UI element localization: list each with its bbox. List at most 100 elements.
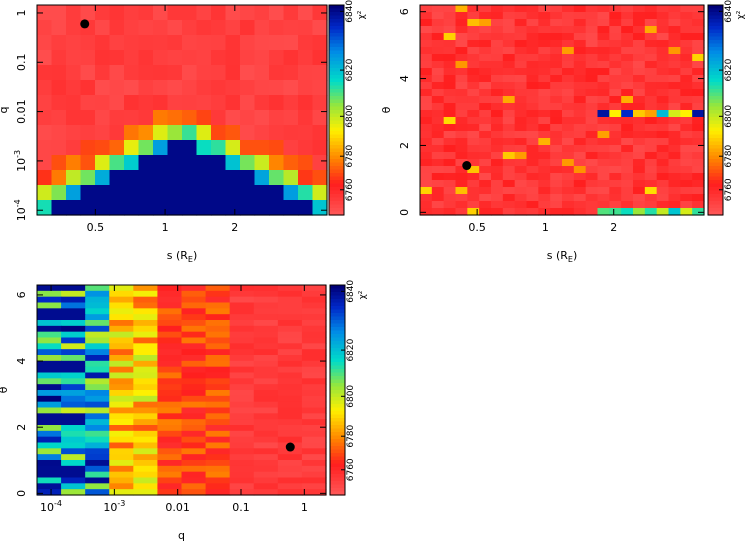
heatmap-cell	[431, 54, 445, 62]
heatmap-cell	[420, 54, 433, 62]
colorbar-segment	[330, 386, 345, 391]
heatmap-cell	[526, 19, 539, 27]
heatmap-cell	[431, 117, 445, 125]
heatmap-cell	[253, 454, 279, 461]
heatmap-cell	[312, 140, 328, 156]
heatmap-cell	[644, 138, 658, 146]
heatmap-cell	[301, 448, 327, 455]
heatmap-cell	[138, 140, 154, 156]
colorbar-segment	[330, 320, 345, 325]
colorbar-segment	[708, 75, 723, 80]
heatmap-cell	[269, 80, 285, 96]
colorbar-tick-label: 6800	[724, 105, 734, 128]
colorbar-segment	[329, 64, 344, 69]
heatmap-cell	[633, 138, 646, 146]
heatmap-cell	[157, 401, 183, 409]
heatmap-cell	[283, 110, 299, 126]
heatmap-cell	[225, 20, 241, 36]
heatmap-cell	[585, 75, 599, 83]
heatmap-cell	[205, 413, 231, 420]
heatmap-cell	[550, 96, 563, 104]
heatmap-cell	[550, 33, 563, 41]
heatmap-cell	[609, 40, 622, 48]
heatmap-cell	[253, 320, 279, 327]
heatmap-cell	[420, 138, 433, 146]
heatmap-cell	[283, 170, 299, 186]
colorbar-segment	[330, 302, 345, 307]
heatmap-cell	[157, 355, 183, 362]
heatmap-cell	[80, 110, 96, 126]
colorbar-segment	[330, 481, 345, 486]
heatmap-cell	[277, 285, 303, 292]
heatmap-cell	[253, 436, 279, 444]
heatmap-cell	[225, 140, 241, 156]
heatmap-cell	[301, 296, 327, 304]
heatmap-cell	[80, 35, 96, 51]
colorbar-segment	[330, 327, 345, 332]
heatmap-cell	[443, 145, 457, 153]
heatmap-cell	[240, 95, 256, 111]
heatmap-cell	[467, 75, 480, 83]
heatmap-cell	[538, 89, 551, 97]
heatmap-cells	[37, 5, 328, 216]
heatmap-cell	[502, 110, 516, 118]
heatmap-cell	[133, 425, 159, 432]
heatmap-cell	[61, 448, 86, 455]
heatmap-cell	[621, 75, 634, 83]
heatmap-cell	[37, 460, 62, 467]
colorbar-segment	[708, 50, 723, 55]
colorbar-segment	[329, 99, 344, 104]
heatmap-cell	[526, 54, 539, 62]
heatmap-cell	[526, 138, 539, 146]
heatmap-cell	[301, 454, 327, 461]
heatmap-cell	[609, 68, 622, 76]
heatmap-cell	[229, 384, 255, 391]
colorbar-segment	[329, 211, 344, 216]
heatmap-cell	[85, 349, 110, 356]
heatmap-cell	[61, 349, 86, 356]
colorbar-segment	[708, 180, 723, 185]
colorbar-segment	[708, 183, 723, 188]
heatmap-cell	[526, 12, 539, 20]
heatmap-cell	[229, 360, 255, 368]
colorbar-segment	[708, 155, 723, 160]
heatmap-cell	[479, 61, 492, 69]
heatmap-cell	[443, 96, 457, 104]
colorbar-segment	[330, 313, 345, 318]
colorbar-segment	[330, 400, 345, 405]
heatmap-cell	[609, 110, 622, 118]
heatmap-cell	[253, 366, 279, 374]
heatmap-cell	[644, 180, 658, 188]
heatmap-cell	[181, 489, 207, 496]
heatmap-cell	[502, 12, 516, 20]
heatmap-cell	[668, 152, 681, 160]
heatmap-cell	[80, 50, 96, 66]
colorbar-segment	[708, 61, 723, 66]
heatmap-cell	[298, 5, 314, 21]
heatmap-cell	[37, 290, 62, 298]
heatmap-cell	[229, 395, 255, 403]
heatmap-cell	[644, 152, 658, 160]
heatmap-cell	[133, 407, 159, 414]
heatmap-cell	[633, 19, 646, 27]
heatmap-cell	[526, 5, 539, 13]
heatmap-cell	[109, 80, 125, 96]
heatmap-cell	[229, 331, 255, 339]
colorbar-segment	[330, 460, 345, 465]
heatmap-cell	[538, 159, 551, 167]
heatmap-cell	[229, 325, 255, 333]
colorbar-segment	[708, 71, 723, 76]
heatmap-cell	[621, 40, 634, 48]
heatmap-cell	[225, 200, 241, 216]
heatmap-cell	[254, 20, 270, 36]
heatmap-cell	[167, 65, 183, 81]
heatmap-cell	[633, 152, 646, 160]
heatmap-cell	[253, 343, 279, 350]
heatmap-cell	[61, 337, 86, 344]
heatmap-cell	[550, 103, 563, 111]
heatmap-cell	[479, 26, 492, 34]
heatmap-cell	[455, 194, 468, 202]
heatmap-cell	[502, 194, 516, 202]
heatmap-cell	[443, 187, 457, 195]
x-tick-label: 0.1	[232, 501, 250, 514]
